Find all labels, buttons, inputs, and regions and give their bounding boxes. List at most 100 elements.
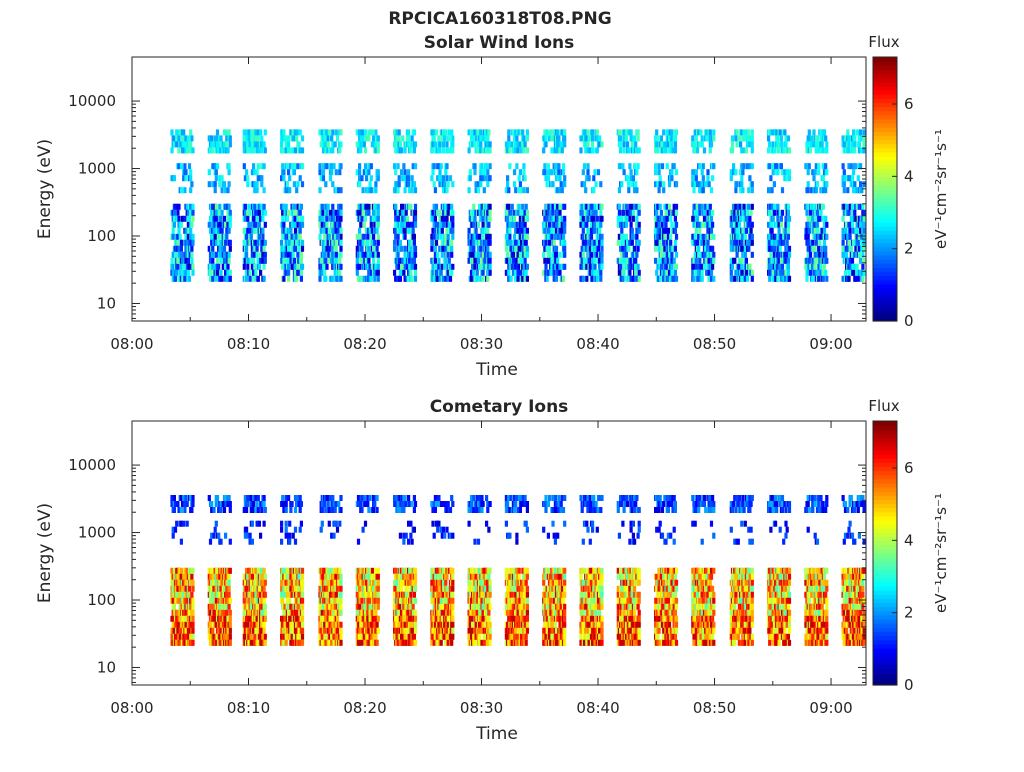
flux-cell — [563, 240, 566, 246]
flux-cell — [479, 141, 482, 147]
flux-cell — [325, 163, 328, 169]
flux-cell — [444, 258, 447, 264]
flux-cell — [247, 204, 250, 210]
flux-cell — [264, 592, 267, 598]
flux-cell — [442, 147, 445, 153]
flux-cell — [448, 258, 451, 264]
flux-cell — [859, 129, 862, 135]
flux-cell — [377, 204, 380, 210]
flux-cell — [229, 240, 232, 246]
flux-cell — [630, 169, 633, 175]
flux-cell — [710, 270, 713, 276]
flux-cell — [825, 258, 828, 264]
flux-cell — [776, 135, 779, 141]
flux-cell — [280, 240, 283, 246]
flux-cell — [701, 204, 704, 210]
flux-cell — [321, 204, 324, 210]
flux-cell — [224, 240, 227, 246]
flux-cell — [282, 222, 285, 228]
flux-cell — [359, 258, 362, 264]
flux-cell — [174, 252, 177, 258]
flux-cell — [771, 187, 774, 193]
flux-cell — [712, 276, 715, 282]
flux-cell — [372, 258, 375, 264]
flux-cell — [367, 135, 370, 141]
flux-cell — [731, 147, 734, 153]
flux-cell — [228, 129, 231, 135]
flux-cell — [619, 135, 622, 141]
flux-cell — [287, 246, 290, 252]
flux-cell — [476, 276, 479, 282]
flux-cell — [412, 228, 415, 234]
flux-cell — [282, 276, 285, 282]
flux-cell — [301, 616, 304, 622]
flux-cell — [229, 246, 232, 252]
flux-cell — [170, 258, 173, 264]
flux-cell — [264, 580, 267, 586]
colorbar-step — [873, 160, 897, 165]
flux-cell — [518, 204, 521, 210]
flux-cell — [633, 135, 636, 141]
flux-cell — [221, 175, 224, 181]
flux-cell — [512, 222, 515, 228]
colorbar-step — [873, 313, 897, 318]
flux-cell — [451, 135, 454, 141]
flux-cell — [253, 634, 256, 640]
flux-cell — [627, 147, 630, 153]
flux-cell — [521, 129, 524, 135]
flux-cell — [473, 216, 476, 222]
flux-cell — [623, 270, 626, 276]
flux-cell — [177, 147, 180, 153]
flux-cell — [748, 264, 751, 270]
flux-cell — [483, 169, 486, 175]
flux-cell — [668, 181, 671, 187]
flux-cell — [701, 169, 704, 175]
flux-cell — [223, 216, 226, 222]
flux-cell — [526, 252, 529, 258]
flux-cell — [212, 533, 215, 539]
flux-cell — [543, 163, 546, 169]
flux-cell — [710, 228, 713, 234]
colorbar-step — [873, 263, 897, 268]
flux-cell — [660, 135, 663, 141]
flux-cell — [674, 228, 677, 234]
flux-cell — [264, 507, 267, 513]
flux-cell — [845, 204, 848, 210]
flux-cell — [863, 129, 866, 135]
flux-cell — [637, 129, 640, 135]
flux-cell — [370, 276, 373, 282]
colorbar-step — [873, 267, 897, 272]
flux-cell — [600, 258, 603, 264]
flux-cell — [487, 222, 490, 228]
flux-cell — [358, 181, 361, 187]
flux-cell — [740, 181, 743, 187]
flux-cell — [301, 246, 304, 252]
x-tick-label: 08:50 — [693, 335, 736, 353]
flux-cell — [339, 204, 342, 210]
flux-cell — [442, 141, 445, 147]
flux-cell — [301, 163, 304, 169]
flux-cell — [638, 276, 641, 282]
flux-cell — [808, 258, 811, 264]
flux-cell — [745, 258, 748, 264]
flux-cell — [191, 240, 194, 246]
flux-cell — [443, 181, 446, 187]
flux-cell — [730, 222, 733, 228]
flux-cell — [318, 276, 321, 282]
flux-cell — [631, 141, 634, 147]
colorbar-step — [873, 189, 897, 194]
flux-cell — [548, 240, 551, 246]
flux-cell — [845, 252, 848, 258]
flux-cell — [285, 521, 288, 527]
flux-cell — [863, 210, 866, 216]
flux-cell — [323, 270, 326, 276]
flux-cell — [175, 270, 178, 276]
flux-cell — [229, 222, 232, 228]
flux-cell — [788, 276, 791, 282]
flux-cell — [217, 533, 220, 539]
colorbar-step — [873, 82, 897, 87]
flux-cell — [393, 246, 396, 252]
flux-cell — [750, 210, 753, 216]
flux-cell — [518, 175, 521, 181]
flux-cell — [818, 240, 821, 246]
